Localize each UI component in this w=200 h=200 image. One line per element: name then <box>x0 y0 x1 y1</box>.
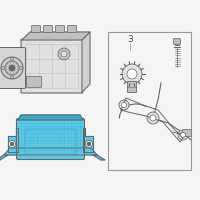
Circle shape <box>10 58 14 60</box>
Circle shape <box>10 75 13 78</box>
Polygon shape <box>18 115 83 120</box>
Circle shape <box>147 112 159 124</box>
FancyBboxPatch shape <box>21 39 83 93</box>
Polygon shape <box>82 32 90 92</box>
Circle shape <box>180 132 186 138</box>
Circle shape <box>9 65 15 71</box>
Circle shape <box>122 102 127 108</box>
Polygon shape <box>8 128 18 152</box>
FancyBboxPatch shape <box>174 39 180 44</box>
Polygon shape <box>93 155 105 160</box>
FancyBboxPatch shape <box>0 47 26 88</box>
FancyBboxPatch shape <box>16 118 84 160</box>
FancyBboxPatch shape <box>56 25 64 32</box>
FancyBboxPatch shape <box>26 76 42 88</box>
Circle shape <box>2 66 4 70</box>
Circle shape <box>58 48 70 60</box>
Circle shape <box>178 130 188 140</box>
Circle shape <box>20 66 22 70</box>
Polygon shape <box>0 155 8 160</box>
Circle shape <box>1 57 23 79</box>
Bar <box>108 32 191 170</box>
Circle shape <box>119 100 129 110</box>
FancyBboxPatch shape <box>68 25 76 32</box>
Circle shape <box>5 61 19 75</box>
FancyBboxPatch shape <box>182 130 192 136</box>
FancyBboxPatch shape <box>128 82 136 92</box>
FancyBboxPatch shape <box>32 25 40 32</box>
Circle shape <box>8 140 16 148</box>
Circle shape <box>127 69 137 79</box>
FancyBboxPatch shape <box>44 25 52 32</box>
Circle shape <box>150 115 156 121</box>
Circle shape <box>61 51 67 57</box>
Polygon shape <box>4 148 97 155</box>
Text: 3: 3 <box>127 36 133 45</box>
Circle shape <box>86 140 92 148</box>
Circle shape <box>10 142 14 146</box>
Circle shape <box>88 142 90 146</box>
Polygon shape <box>83 128 93 152</box>
Circle shape <box>122 64 142 84</box>
Polygon shape <box>22 32 90 40</box>
